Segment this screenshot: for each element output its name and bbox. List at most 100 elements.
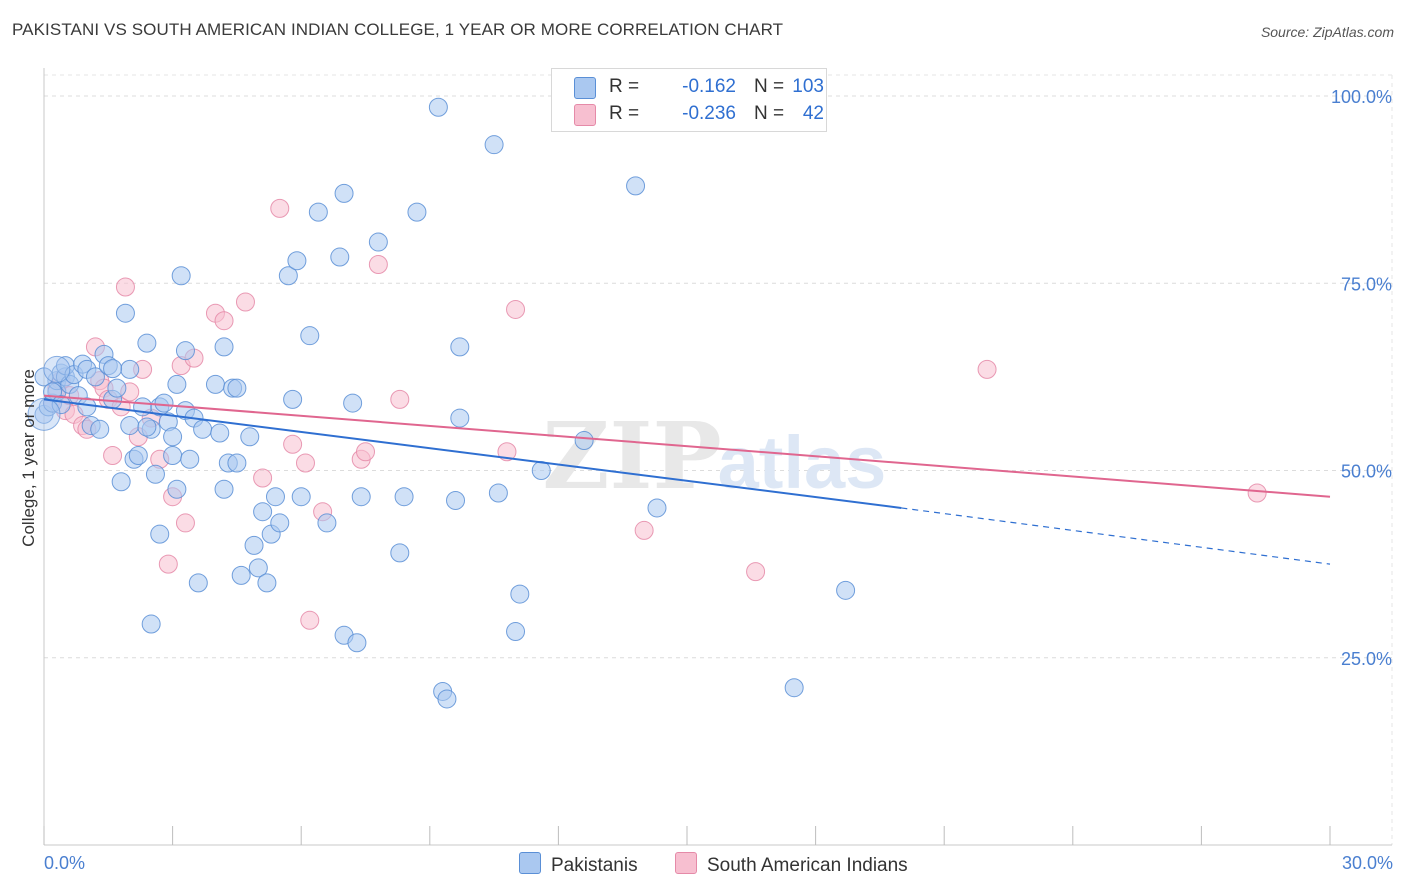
data-point-pakistanis <box>163 427 183 447</box>
legend-n-value: 103 <box>792 76 824 97</box>
x-tick-label: 0.0% <box>44 853 85 873</box>
data-point-pakistanis <box>343 393 363 413</box>
data-point-pakistanis <box>231 565 251 585</box>
legend-swatch-south-american-indians <box>574 104 596 126</box>
data-point-south-american-indians <box>300 610 320 630</box>
data-point-south-american-indians <box>497 442 517 462</box>
data-point-pakistanis <box>167 374 187 394</box>
axes <box>43 68 1392 846</box>
data-point-south-american-indians <box>368 255 388 275</box>
data-point-pakistanis <box>484 135 504 155</box>
series-pakistanis <box>27 97 856 709</box>
legend-r-value: -0.236 <box>682 103 736 124</box>
data-point-pakistanis <box>145 464 165 484</box>
watermark: ZIP atlas <box>542 402 886 510</box>
data-point-south-american-indians <box>158 554 178 574</box>
data-point-pakistanis <box>150 524 170 544</box>
data-point-pakistanis <box>188 573 208 593</box>
trend-lines <box>43 394 1331 565</box>
data-point-pakistanis <box>510 584 530 604</box>
data-point-pakistanis <box>137 333 157 353</box>
data-point-pakistanis <box>180 449 200 469</box>
data-point-south-american-indians <box>295 453 315 473</box>
data-point-pakistanis <box>351 487 371 507</box>
data-point-pakistanis <box>428 97 448 117</box>
data-point-pakistanis <box>205 374 225 394</box>
data-point-pakistanis <box>163 446 183 466</box>
data-point-pakistanis <box>330 247 350 267</box>
legend-n-label: N = <box>754 76 785 97</box>
data-point-pakistanis <box>647 498 667 518</box>
bottom-legend-swatch-south-american-indians <box>675 852 697 874</box>
data-point-pakistanis <box>784 678 804 698</box>
data-point-south-american-indians <box>175 513 195 533</box>
data-point-pakistanis <box>90 419 110 439</box>
bottom-legend-label-south-american-indians: South American Indians <box>707 855 908 876</box>
data-point-pakistanis <box>394 487 414 507</box>
data-point-pakistanis <box>171 266 191 286</box>
legend-swatch-pakistanis <box>574 77 596 99</box>
legend-r-label: R = <box>609 103 640 124</box>
data-point-pakistanis <box>283 389 303 409</box>
data-point-pakistanis <box>175 341 195 361</box>
data-point-pakistanis <box>300 326 320 346</box>
data-point-south-american-indians <box>214 311 234 331</box>
data-point-pakistanis <box>446 490 466 510</box>
data-point-pakistanis <box>214 479 234 499</box>
legend-n-value: 42 <box>802 103 824 124</box>
chart-source: Source: ZipAtlas.com <box>1260 24 1394 40</box>
data-point-south-american-indians <box>634 520 654 540</box>
data-point-pakistanis <box>77 397 97 417</box>
data-point-pakistanis <box>193 419 213 439</box>
trend-line-south-american-indians <box>43 394 1331 498</box>
data-point-pakistanis <box>287 251 307 271</box>
data-point-south-american-indians <box>977 359 997 379</box>
data-point-pakistanis <box>227 453 247 473</box>
y-tick-label: 25.0% <box>1341 649 1392 669</box>
data-point-south-american-indians <box>115 277 135 297</box>
data-point-pakistanis <box>317 513 337 533</box>
stats-legend: R = -0.162 N = 103 R = -0.236 N = 42 <box>551 68 827 132</box>
data-point-pakistanis <box>574 431 594 451</box>
data-point-south-american-indians <box>390 389 410 409</box>
data-point-pakistanis <box>227 378 247 398</box>
data-point-pakistanis <box>27 397 61 431</box>
data-point-south-american-indians <box>356 442 375 462</box>
trend-line-pakistanis <box>43 398 902 509</box>
legend-n-label: N = <box>754 103 785 124</box>
data-point-south-american-indians <box>103 446 123 466</box>
data-point-pakistanis <box>248 558 268 578</box>
data-point-pakistanis <box>390 543 410 563</box>
data-point-south-american-indians <box>746 562 766 582</box>
data-point-pakistanis <box>214 337 234 357</box>
legend-r-label: R = <box>609 76 640 97</box>
data-point-pakistanis <box>257 573 277 593</box>
data-point-south-american-indians <box>1247 483 1267 503</box>
data-point-pakistanis <box>128 446 148 466</box>
data-point-pakistanis <box>450 337 470 357</box>
data-point-pakistanis <box>407 202 427 222</box>
data-point-pakistanis <box>43 355 71 383</box>
data-point-pakistanis <box>450 408 470 428</box>
data-point-pakistanis <box>488 483 508 503</box>
data-point-pakistanis <box>107 378 127 398</box>
data-point-pakistanis <box>167 479 187 499</box>
data-point-pakistanis <box>120 359 140 379</box>
data-point-pakistanis <box>111 472 131 492</box>
data-point-pakistanis <box>347 633 367 653</box>
data-point-pakistanis <box>626 176 646 196</box>
data-point-pakistanis <box>437 689 457 709</box>
data-point-pakistanis <box>154 393 174 413</box>
data-point-pakistanis <box>270 513 290 533</box>
data-point-pakistanis <box>210 423 230 443</box>
y-tick-label: 50.0% <box>1341 462 1392 482</box>
bottom-legend-label-pakistanis: Pakistanis <box>551 855 638 876</box>
data-point-pakistanis <box>120 416 140 436</box>
data-point-pakistanis <box>531 461 551 480</box>
bottom-legend-swatch-pakistanis <box>519 852 541 874</box>
gridlines <box>44 74 1393 845</box>
y-tick-label: 75.0% <box>1341 274 1392 294</box>
data-point-pakistanis <box>115 303 135 323</box>
data-point-south-american-indians <box>235 292 255 312</box>
